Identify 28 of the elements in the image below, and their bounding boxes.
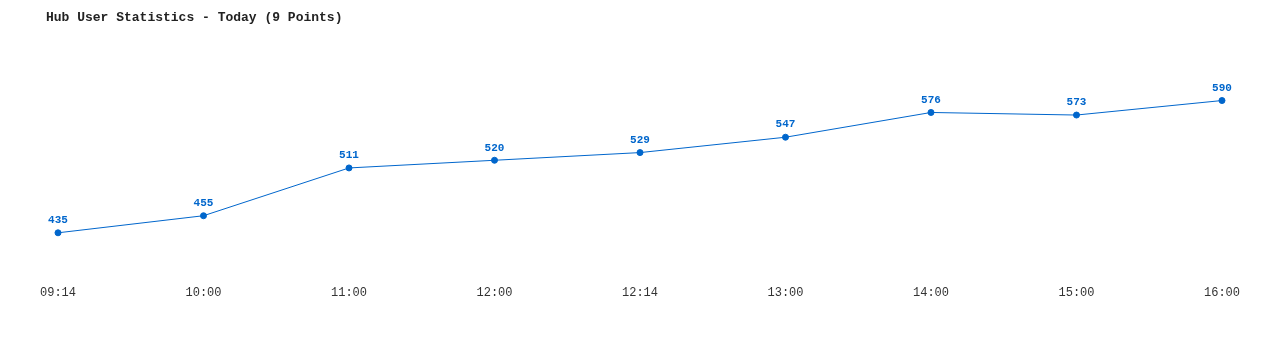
point [927, 108, 935, 116]
data-label: 511 [339, 149, 360, 162]
point [1218, 97, 1226, 105]
point [54, 229, 62, 237]
chart-title: Hub User Statistics - Today (9 Points) [45, 9, 344, 27]
x-tick-label: 13:00 [767, 285, 804, 300]
x-tick-label: 12:00 [476, 285, 513, 300]
data-label: 547 [775, 118, 796, 131]
x-tick-label: 09:14 [40, 285, 77, 300]
x-tick-label: 11:00 [330, 285, 368, 300]
data-label: 455 [193, 197, 214, 209]
data-label: 590 [1212, 81, 1232, 94]
data-label: 435 [48, 214, 69, 227]
data-label: 576 [921, 93, 941, 106]
point [782, 133, 789, 141]
point [200, 212, 207, 220]
point [1073, 111, 1080, 119]
point [345, 164, 353, 172]
x-tick-label: 12:14 [621, 285, 659, 300]
data-label: 529 [630, 133, 650, 146]
data-label: 520 [484, 141, 505, 154]
x-tick-label: 15:00 [1058, 285, 1095, 300]
x-tick-label: 10:00 [185, 285, 222, 300]
x-tick-label: 14:00 [912, 285, 950, 300]
x-tick-label: 16:00 [1203, 285, 1240, 300]
data-label: 573 [1066, 96, 1087, 109]
point [491, 156, 498, 164]
point [636, 149, 644, 157]
